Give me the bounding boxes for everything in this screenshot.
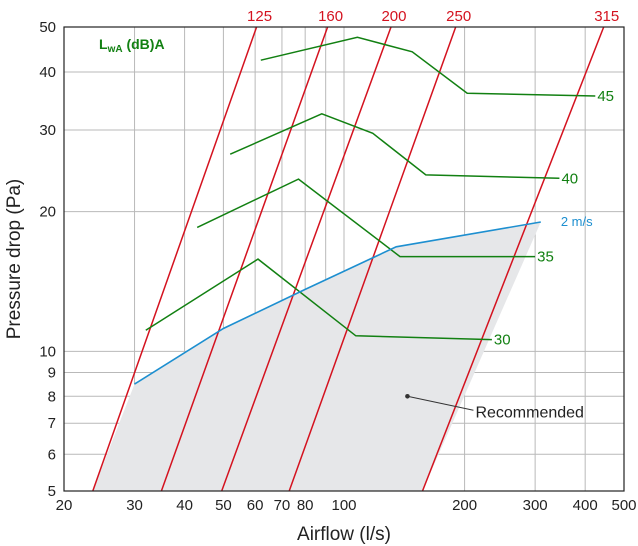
y-tick-label: 9 — [48, 365, 56, 382]
recommended-region — [92, 222, 541, 491]
duct-line-125 — [92, 26, 258, 492]
sound-power-label-sub: wA — [107, 44, 123, 55]
sound-line-40 — [229, 112, 560, 180]
sound-power-label-rest: (dB)A — [123, 36, 165, 52]
sound-label-45: 45 — [597, 88, 614, 105]
plot-frame — [63, 26, 625, 492]
x-tick-label: 60 — [247, 497, 264, 514]
duct-label-250: 250 — [446, 8, 471, 25]
x-tick-label: 400 — [573, 497, 598, 514]
sound-line-30 — [145, 258, 492, 341]
sound-label-35: 35 — [537, 249, 554, 266]
sound-power-label: LwA (dB)A — [99, 36, 165, 55]
y-axis-label: Pressure drop (Pa) — [4, 179, 25, 340]
duct-line-250 — [288, 26, 457, 492]
y-tick-label: 40 — [39, 64, 56, 81]
duct-label-315: 315 — [594, 8, 619, 25]
duct-label-200: 200 — [381, 8, 406, 25]
y-tick-label: 20 — [39, 204, 56, 221]
recommended-pointer — [407, 395, 474, 411]
duct-line-200 — [220, 26, 392, 492]
sound-power-label-main: L — [99, 36, 108, 52]
x-tick-label: 300 — [523, 497, 548, 514]
y-tick-label: 6 — [48, 446, 56, 463]
duct-line-315 — [421, 26, 605, 492]
series-labels: 125 160 200 250 315 30 35 40 45 2 m/s Recommended — [247, 8, 619, 421]
duct-size-lines — [92, 26, 605, 492]
x-tick-label: 30 — [126, 497, 143, 514]
duct-label-125: 125 — [247, 8, 272, 25]
sound-line-45 — [260, 36, 596, 97]
x-tick-label: 80 — [297, 497, 314, 514]
sound-label-30: 30 — [494, 332, 511, 349]
x-tick-label: 20 — [56, 497, 73, 514]
duct-line-160 — [160, 26, 329, 492]
x-tick-label: 70 — [274, 497, 291, 514]
velocity-label: 2 m/s — [561, 214, 593, 229]
x-tick-label: 50 — [215, 497, 232, 514]
y-tick-label: 7 — [48, 415, 56, 432]
x-tick-label: 100 — [331, 497, 356, 514]
y-tick-label: 30 — [39, 122, 56, 139]
sound-line-35 — [196, 178, 536, 258]
y-tick-label: 50 — [39, 19, 56, 36]
sound-label-40: 40 — [561, 170, 578, 187]
recommended-label: Recommended — [475, 404, 584, 421]
y-tick-label: 8 — [48, 388, 56, 405]
velocity-line — [134, 221, 541, 385]
y-tick-label: 10 — [39, 343, 56, 360]
duct-label-160: 160 — [318, 8, 343, 25]
x-tick-label: 500 — [611, 497, 636, 514]
x-tick-label: 40 — [176, 497, 193, 514]
x-tick-label: 200 — [452, 497, 477, 514]
y-tick-label: 5 — [48, 483, 56, 500]
y-tick-labels: 5 6 7 8 9 10 20 30 40 50 — [39, 19, 56, 500]
sound-level-lines — [145, 36, 596, 341]
x-axis-label: Airflow (l/s) — [297, 524, 391, 545]
x-tick-labels: 20 30 40 50 60 70 80 100 200 300 400 500 — [56, 497, 637, 514]
